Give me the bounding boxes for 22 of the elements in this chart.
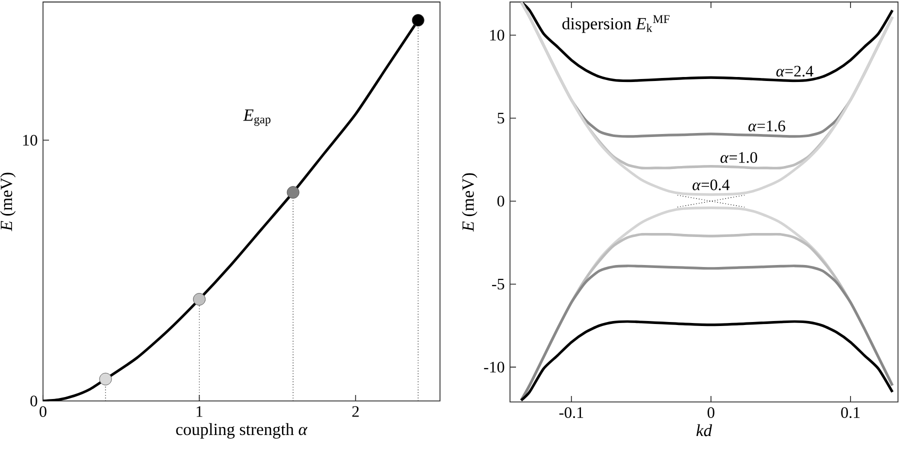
y-tick-label: -10 — [484, 362, 504, 373]
x-axis-title: kd — [696, 424, 712, 436]
x-tick-label: -0.1 — [559, 407, 584, 418]
x-tick-label: 0.1 — [841, 407, 860, 418]
y-axis-title: E (meV) — [462, 173, 478, 232]
x-tick-label: 0 — [708, 407, 714, 418]
x-tick-label: 0 — [40, 406, 46, 417]
x-tick-label: 1 — [196, 406, 202, 417]
annotation: dispersion E$_{k}$MF — [562, 15, 670, 33]
y-tick-label: 10 — [23, 134, 38, 146]
y-tick-label: 10 — [490, 30, 504, 41]
x-axis-title: coupling strength α — [176, 423, 308, 439]
series-label: α=2.4 — [776, 66, 814, 77]
annotation: E$_{gap}$ — [243, 110, 270, 126]
series-label: α=0.4 — [692, 179, 730, 190]
y-tick-label: -5 — [492, 278, 504, 290]
y-axis-title: E (meV) — [0, 172, 16, 232]
series-label: α=1.6 — [748, 120, 786, 132]
y-tick-label: 5 — [498, 112, 504, 124]
series-label: α=1.0 — [720, 152, 758, 163]
x-tick-label: 2 — [352, 406, 359, 417]
y-tick-label: 0 — [497, 196, 504, 207]
